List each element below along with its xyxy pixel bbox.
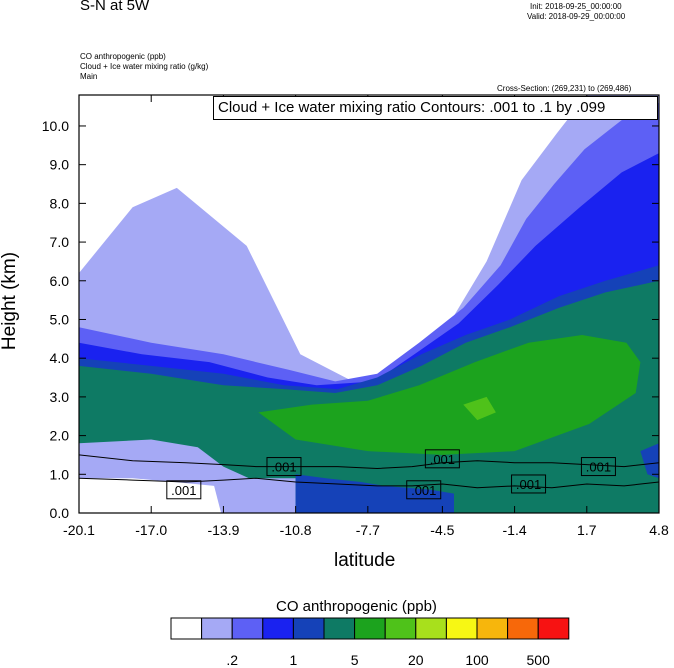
- colorbar-label: 500: [527, 652, 551, 668]
- colorbar: .2 1 5 20 100 500: [170, 617, 570, 668]
- colorbar-swatch: [537, 617, 570, 640]
- region-lower-right-darkblue: [640, 443, 659, 479]
- region-green-patch: [463, 396, 496, 421]
- region-mid-band-green: [258, 335, 641, 455]
- contour-label: .001: [271, 460, 296, 475]
- colorbar-swatch: [323, 617, 356, 640]
- cloud-contours: [78, 454, 660, 489]
- colorbar-swatch: [445, 617, 478, 640]
- contour-line-1: [78, 477, 660, 489]
- page-title: S-N at 5W: [80, 0, 150, 14]
- colorbar-swatch: [354, 617, 386, 640]
- contour-labels: .001 .001 .001 .001 .001 .001: [166, 449, 616, 500]
- y-tick-label: 5.0: [50, 311, 70, 327]
- y-tick-label: 9.0: [50, 157, 70, 173]
- x-axis-title: latitude: [334, 550, 396, 571]
- colorbar-label: 100: [465, 652, 489, 668]
- colorbar-swatch: [384, 617, 417, 640]
- colorbar-swatch: [476, 617, 509, 640]
- y-axis-title: Height (km): [0, 251, 20, 351]
- y-tick-label: 2.0: [50, 428, 70, 444]
- colorbar-swatch: [262, 617, 294, 640]
- chart-title: Cloud + Ice water mixing ratio Contours:…: [218, 99, 606, 116]
- colorbar-swatch: [231, 617, 264, 640]
- x-tick-label: -17.0: [135, 522, 167, 538]
- region-lower-left-white: [79, 478, 222, 513]
- contour-label-box: [266, 457, 302, 477]
- contour-label: .001: [430, 452, 455, 467]
- contour-label-box: [424, 449, 460, 469]
- x-tick-label: -10.8: [280, 522, 312, 538]
- colorbar-label: .2: [226, 652, 238, 668]
- contour-label: .001: [516, 477, 541, 492]
- colorbar-title: CO anthropogenic (ppb): [276, 598, 437, 615]
- init-time: Init: 2018-09-25_00:00:00: [530, 2, 622, 11]
- y-tick-label: 10.0: [42, 118, 69, 134]
- x-tick-label: 4.8: [649, 522, 669, 538]
- colorbar-label: 5: [351, 652, 359, 668]
- colorbar-swatch: [507, 617, 539, 640]
- y-tick-label: 4.0: [50, 350, 70, 366]
- region-mid-band-teal: [79, 280, 659, 513]
- cross-section-label: Cross-Section: (269,231) to (269,486): [497, 84, 632, 93]
- contour-label-box: [580, 457, 616, 477]
- contour-label: .001: [586, 460, 611, 475]
- x-tick-label: 1.7: [577, 522, 597, 538]
- colorbar-swatch: [292, 617, 325, 640]
- x-tick-label: -4.5: [430, 522, 454, 538]
- contour-label: .001: [411, 483, 436, 498]
- contour-label-box: [511, 474, 547, 494]
- colorbar-swatch: [201, 617, 233, 640]
- plot-frame: [78, 94, 660, 514]
- contour-label-box: [406, 480, 442, 500]
- y-tick-label: 8.0: [50, 195, 70, 211]
- x-tick-label: -20.1: [63, 522, 95, 538]
- y-tick-label: 0.0: [50, 505, 70, 521]
- field-label-main: Main: [80, 72, 98, 81]
- contour-label: .001: [171, 483, 196, 498]
- x-tick-label: -1.4: [503, 522, 527, 538]
- co-fill-regions: [79, 95, 659, 513]
- contour-line-0: [78, 454, 660, 470]
- x-tick-label: -13.9: [207, 522, 239, 538]
- x-tick-label: -7.7: [356, 522, 380, 538]
- field-label-cloud: Cloud + Ice water mixing ratio (g/kg): [80, 62, 209, 71]
- axis-ticks: -20.1 -17.0 -13.9 -10.8 -7.7 -4.5 -1.4 1.7 4.8 0.…: [42, 95, 669, 538]
- colorbar-swatch: [170, 617, 203, 640]
- y-tick-label: 3.0: [50, 389, 70, 405]
- y-tick-label: 1.0: [50, 466, 70, 482]
- chart-title-box: Cloud + Ice water mixing ratio Contours:…: [213, 96, 658, 120]
- colorbar-label: 1: [290, 652, 298, 668]
- colorbar-label: 20: [408, 652, 424, 668]
- y-tick-label: 7.0: [50, 234, 70, 250]
- valid-time: Valid: 2018-09-29_00:00:00: [527, 12, 626, 21]
- colorbar-swatch: [415, 617, 447, 640]
- y-tick-label: 6.0: [50, 273, 70, 289]
- contour-label-box: [166, 480, 202, 500]
- field-label-co: CO anthropogenic (ppb): [80, 52, 166, 61]
